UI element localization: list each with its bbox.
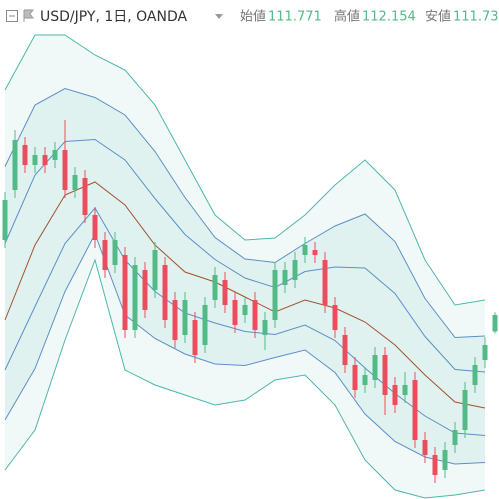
candle-body [242, 305, 248, 315]
candle-body [172, 300, 178, 340]
candle-body [392, 385, 398, 405]
candle-body [2, 200, 8, 240]
collapse-box [6, 10, 18, 22]
candle-body [102, 240, 108, 270]
candle-body [92, 215, 98, 240]
candle-body [422, 440, 428, 455]
candle-body [362, 375, 368, 385]
candle-body [202, 305, 208, 345]
header-bar [0, 0, 499, 30]
candle-body [152, 250, 158, 290]
candle-body [402, 385, 408, 395]
candle-body [302, 245, 308, 255]
collapse-button[interactable] [6, 10, 18, 22]
open-value: 111.771 [268, 10, 322, 25]
candle-body [42, 155, 48, 165]
high-value: 112.154 [362, 10, 416, 25]
candle-body [472, 365, 478, 385]
candle-body [112, 240, 118, 265]
candle-body [432, 455, 438, 475]
candle-body [462, 390, 468, 430]
candle-body [372, 355, 378, 380]
candle-body [212, 275, 218, 300]
candle-body [12, 140, 18, 190]
candle-body [292, 260, 298, 280]
candle-body [182, 300, 188, 335]
candle-body [492, 315, 498, 332]
candle-body [452, 430, 458, 445]
candle-body [62, 150, 68, 190]
candle-body [272, 270, 278, 320]
symbol-title[interactable]: USD/JPY, 1日, OANDA [40, 9, 188, 25]
candle-body [32, 155, 38, 165]
candle-body [312, 250, 318, 255]
low-value: 111.73 [453, 10, 499, 25]
candle-body [72, 175, 78, 190]
band-line [4, 34, 486, 306]
candle-body [22, 145, 28, 165]
candle-body [352, 365, 358, 390]
band-line [4, 258, 486, 499]
candle-body [322, 260, 328, 305]
candle-body [262, 320, 268, 335]
candle-body [192, 320, 198, 355]
candle-body [342, 335, 348, 365]
band-line [4, 138, 486, 373]
open-label: 始値 [240, 9, 266, 25]
candle-body [232, 300, 238, 325]
candle-body [332, 305, 338, 330]
candle-body [222, 280, 228, 305]
plot-area [2, 34, 498, 499]
candle-body [442, 450, 448, 470]
candle-body [412, 380, 418, 440]
candle-body [122, 255, 128, 330]
flag-icon [23, 9, 34, 22]
high-label: 高値 [334, 9, 360, 25]
candle-body [162, 265, 168, 320]
band-line [4, 232, 486, 465]
band-line [4, 87, 486, 339]
candle-body [132, 265, 138, 330]
candle-body [382, 355, 388, 395]
candle-body [142, 270, 148, 310]
candle-body [82, 178, 88, 215]
candle-body [52, 150, 58, 160]
candle-body [282, 270, 288, 285]
candle-body [252, 300, 258, 330]
low-label: 安値 [425, 9, 451, 25]
candle-body [482, 345, 488, 360]
dropdown-arrow[interactable] [215, 14, 223, 19]
